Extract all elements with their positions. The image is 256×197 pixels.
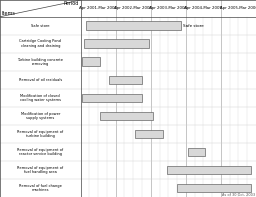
Bar (167, 166, 251, 174)
Text: Cartridge Cooling Pond
cleaning and draining: Cartridge Cooling Pond cleaning and drai… (19, 39, 61, 48)
Text: Safe store: Safe store (183, 24, 204, 28)
Text: Turbine building concrete
removing: Turbine building concrete removing (17, 58, 63, 66)
Text: Apr 2004-Mar 2005: Apr 2004-Mar 2005 (185, 6, 222, 10)
Bar (135, 130, 163, 138)
Text: Removal of equipment of
turbine building: Removal of equipment of turbine building (17, 130, 63, 138)
Text: Removal of oil residuals: Removal of oil residuals (19, 78, 62, 82)
Text: Apr 2001-Mar 2002: Apr 2001-Mar 2002 (79, 6, 117, 10)
Text: Removal of fuel change
machines: Removal of fuel change machines (19, 184, 62, 192)
Text: Period: Period (64, 1, 79, 6)
Text: Safe store: Safe store (31, 24, 50, 28)
Text: Modification of power
supply systems: Modification of power supply systems (21, 112, 60, 120)
Bar (100, 112, 153, 120)
Bar (188, 148, 205, 156)
Text: Apr 2003-Mar 2004: Apr 2003-Mar 2004 (149, 6, 187, 10)
Bar (82, 58, 100, 66)
Text: As of 30 Oct, 2003: As of 30 Oct, 2003 (222, 193, 255, 197)
Text: Modification of closed
cooling water systems: Modification of closed cooling water sys… (20, 94, 61, 102)
Bar (109, 75, 142, 84)
Text: Removal of equipment of
fuel handling area: Removal of equipment of fuel handling ar… (17, 166, 63, 174)
Text: Apr 2005-Mar 2006: Apr 2005-Mar 2006 (220, 6, 256, 10)
Bar (86, 21, 180, 30)
Bar (177, 184, 251, 192)
Text: Items: Items (1, 11, 15, 16)
Bar (84, 39, 149, 48)
Text: Removal of equipment of
reactor service building: Removal of equipment of reactor service … (17, 148, 63, 156)
Bar (82, 94, 142, 102)
Text: Apr 2002-Mar 2003: Apr 2002-Mar 2003 (114, 6, 152, 10)
